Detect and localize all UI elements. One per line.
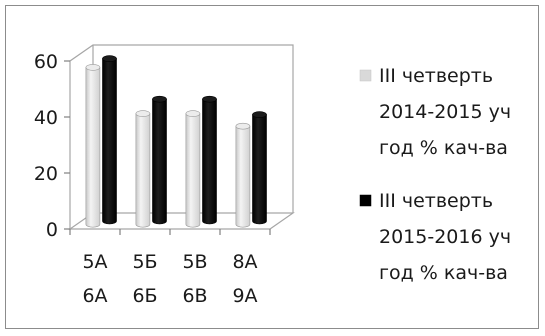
bars bbox=[85, 55, 267, 228]
x-tick-label: 6А bbox=[82, 285, 107, 307]
bar-1 bbox=[185, 113, 201, 228]
y-tick-label: 60 bbox=[34, 51, 58, 73]
x-tick-label: 9А bbox=[232, 285, 257, 307]
y-tick-label: 20 bbox=[34, 163, 58, 185]
legend-swatch-2 bbox=[359, 194, 372, 207]
bar-1 bbox=[85, 67, 101, 228]
bar-1-cap bbox=[235, 122, 251, 130]
legend-label-2: 2015-2016 уч bbox=[379, 226, 511, 248]
bar-2 bbox=[202, 98, 217, 225]
legend: III четверть 2014-2015 уч год % кач-ва III … bbox=[359, 65, 511, 284]
bar-2-cap bbox=[152, 95, 167, 103]
bar-1-cap bbox=[185, 110, 201, 117]
legend-label-1: 2014-2015 уч bbox=[379, 101, 511, 123]
x-tick-label: 5А bbox=[82, 251, 107, 273]
legend-label-1: год % кач-ва bbox=[379, 137, 508, 159]
y-tick-label: 0 bbox=[46, 219, 58, 241]
bar-2 bbox=[152, 98, 167, 225]
bar-1-cap bbox=[135, 110, 151, 117]
bar-1 bbox=[135, 113, 151, 228]
bar-1-cap bbox=[85, 64, 101, 71]
legend-label-1: III четверть bbox=[379, 65, 493, 87]
x-tick-label: 5Б bbox=[132, 251, 157, 273]
bar-2-cap bbox=[102, 55, 117, 62]
bar-2-cap bbox=[202, 95, 217, 103]
axis-labels: 0 20 40 60 5А 6А 5Б 6Б 5В 6В 8А 9А bbox=[34, 51, 258, 307]
x-tick-label: 8А bbox=[232, 251, 257, 273]
legend-swatch-1 bbox=[359, 69, 372, 82]
bar-2 bbox=[252, 114, 267, 225]
x-tick-label: 6В bbox=[182, 285, 207, 307]
floor bbox=[68, 212, 295, 230]
legend-label-2: год % кач-ва bbox=[379, 262, 508, 284]
legend-label-2: III четверть bbox=[379, 190, 493, 212]
y-tick-label: 40 bbox=[34, 107, 58, 129]
bar-1 bbox=[235, 125, 251, 228]
bar-2-cap bbox=[252, 111, 267, 118]
x-tick-label: 5В bbox=[182, 251, 207, 273]
x-tick-label: 6Б bbox=[132, 285, 157, 307]
bar-2 bbox=[102, 58, 117, 225]
